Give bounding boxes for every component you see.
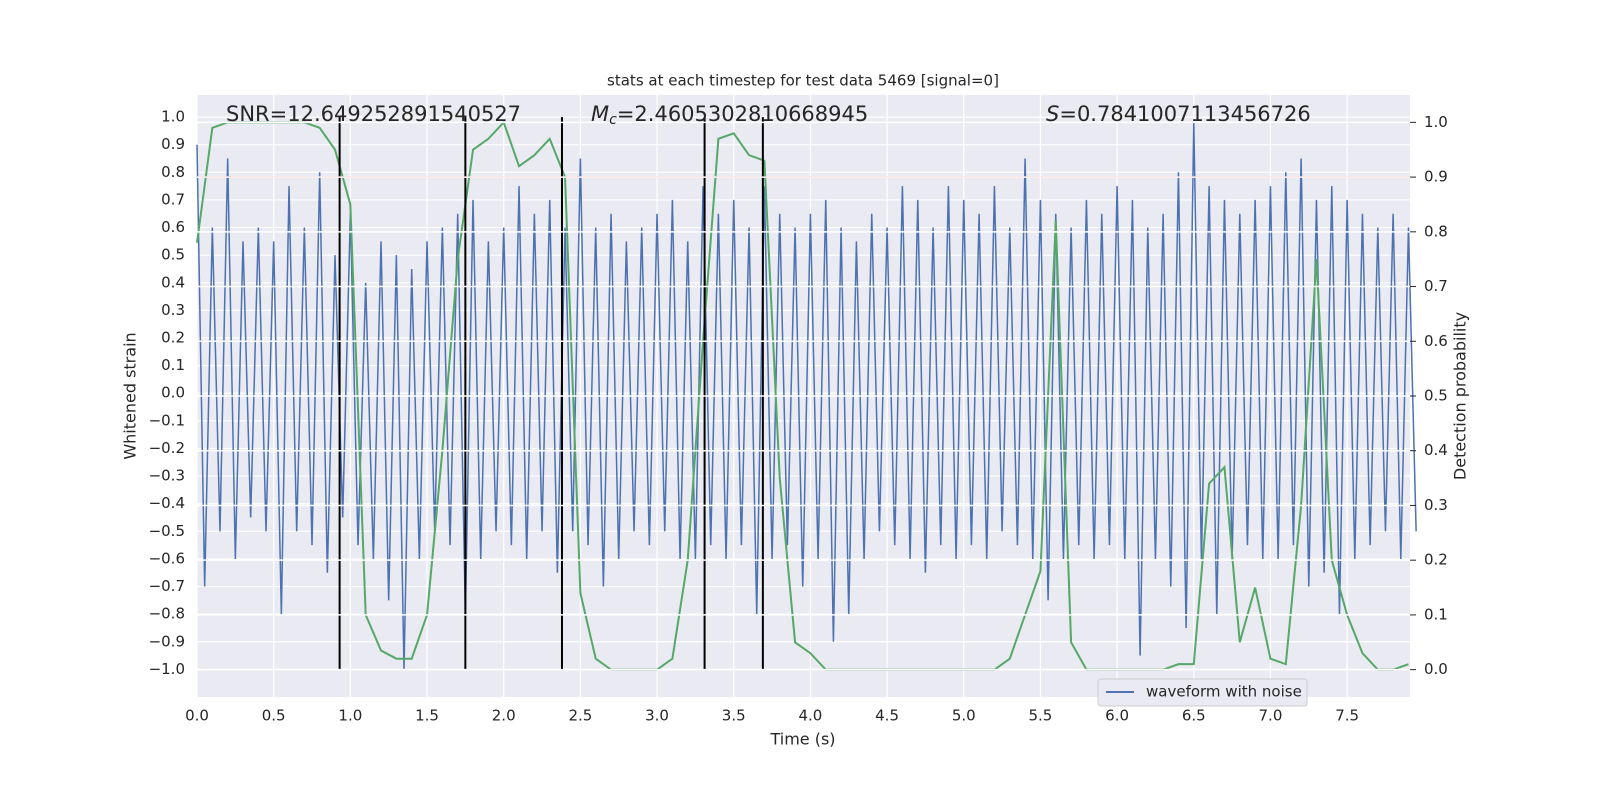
waveform-line (196, 122, 1417, 670)
x-tick-label: 2.0 (492, 707, 516, 725)
y-tick-label: −0.9 (149, 632, 185, 650)
x-tick-label: 7.0 (1259, 707, 1283, 725)
x-tick-label: 4.5 (875, 707, 899, 725)
x-tick-label: 2.5 (568, 707, 592, 725)
x-tick-label: 5.5 (1028, 707, 1052, 725)
y-tick-label: −1.0 (149, 660, 185, 678)
y2-tick-label: 0.4 (1424, 441, 1448, 459)
y-tick-label: 0.5 (161, 246, 185, 264)
y-tick-label: −0.3 (149, 467, 185, 485)
annotation-subscript: c (609, 112, 617, 128)
over-layer (197, 121, 1410, 671)
annotation: SNR=12.649252891540527 (226, 102, 521, 126)
y-tick-label: 0.9 (161, 135, 185, 153)
y-tick-label: −0.7 (149, 577, 185, 595)
y-tick-label: −0.8 (149, 605, 185, 623)
annotation: S=0.7841007113456726 (1046, 102, 1311, 126)
annotation-symbol: M (591, 102, 609, 126)
y-axis-label: Whitened strain (121, 332, 140, 459)
y-tick-label: −0.2 (149, 439, 185, 457)
annotation-symbol: S (1046, 102, 1059, 126)
y2-tick-label: 1.0 (1424, 113, 1448, 131)
y-tick-label: 0.1 (161, 356, 185, 374)
x-tick-label: 1.0 (338, 707, 362, 725)
x-tick-label: 6.5 (1182, 707, 1206, 725)
legend: waveform with noise (1097, 678, 1308, 707)
x-tick-label: 7.5 (1335, 707, 1359, 725)
y2-tick-label: 0.1 (1424, 605, 1448, 623)
y2-tick-label: 0.0 (1424, 660, 1448, 678)
x-tick-label: 3.0 (645, 707, 669, 725)
y2-tick-label: 0.9 (1424, 168, 1448, 186)
y-tick-label: −0.1 (149, 411, 185, 429)
y2-tick-label: 0.3 (1424, 496, 1448, 514)
y2-tick-label: 0.6 (1424, 332, 1448, 350)
y-tick-label: 0.6 (161, 218, 185, 236)
y2-tick-label: 0.8 (1424, 222, 1448, 240)
y-tick-label: 0.4 (161, 273, 185, 291)
y2-tick-label: 0.2 (1424, 551, 1448, 569)
y-tick-label: 1.0 (161, 108, 185, 126)
y-tick-label: 0.3 (161, 301, 185, 319)
chart-title: stats at each timestep for test data 546… (607, 72, 999, 90)
x-axis-label: Time (s) (769, 730, 835, 749)
x-tick-label: 0.5 (262, 707, 286, 725)
annotation: Mc=2.4605302810668945 (591, 102, 868, 128)
x-tick-label: 0.0 (185, 707, 209, 725)
y2-axis-label: Detection probability (1451, 312, 1470, 480)
x-tick-label: 1.5 (415, 707, 439, 725)
y2-tick-label: 0.5 (1424, 387, 1448, 405)
y-tick-label: 0.0 (161, 384, 185, 402)
y-tick-label: −0.5 (149, 522, 185, 540)
y-tick-label: 0.8 (161, 163, 185, 181)
legend-label: waveform with noise (1146, 683, 1302, 701)
probability-line (196, 120, 1409, 671)
y-tick-label: −0.6 (149, 549, 185, 567)
y-tick-label: 0.7 (161, 190, 185, 208)
x-tick-label: 3.5 (722, 707, 746, 725)
x-tick-label: 5.0 (952, 707, 976, 725)
y-tick-label: −0.4 (149, 494, 185, 512)
legend-box (1097, 678, 1308, 707)
x-tick-label: 6.0 (1105, 707, 1129, 725)
y-tick-label: 0.2 (161, 329, 185, 347)
y2-tick-label: 0.7 (1424, 277, 1448, 295)
x-tick-label: 4.0 (798, 707, 822, 725)
annotation-value: =0.7841007113456726 (1059, 102, 1310, 126)
annotation-value: =2.4605302810668945 (617, 102, 868, 126)
